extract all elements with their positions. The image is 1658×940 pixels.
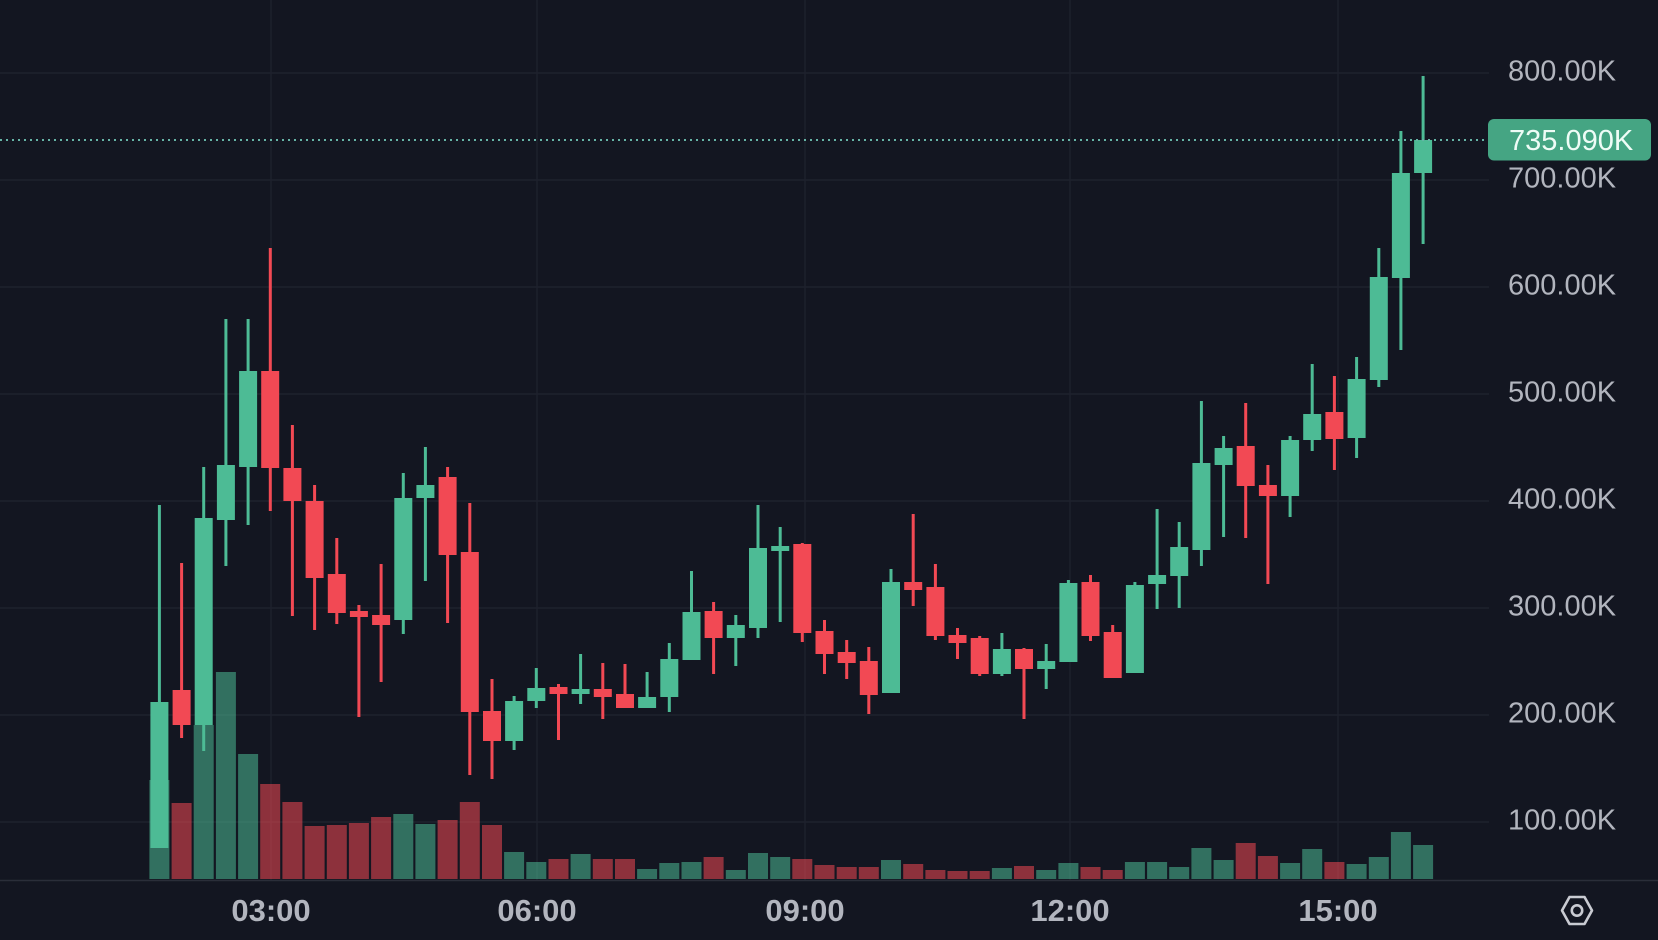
svg-text:300.00K: 300.00K <box>1508 591 1617 623</box>
svg-text:600.00K: 600.00K <box>1508 270 1617 302</box>
svg-text:735.090K: 735.090K <box>1509 125 1634 157</box>
svg-text:09:00: 09:00 <box>765 893 844 928</box>
svg-text:100.00K: 100.00K <box>1508 805 1617 837</box>
svg-text:700.00K: 700.00K <box>1508 163 1617 195</box>
svg-text:500.00K: 500.00K <box>1508 377 1617 409</box>
svg-text:12:00: 12:00 <box>1030 893 1109 928</box>
svg-text:06:00: 06:00 <box>497 893 576 928</box>
svg-text:03:00: 03:00 <box>231 893 310 928</box>
svg-text:400.00K: 400.00K <box>1508 484 1617 516</box>
svg-text:15:00: 15:00 <box>1298 893 1377 928</box>
svg-text:800.00K: 800.00K <box>1508 56 1617 88</box>
svg-text:200.00K: 200.00K <box>1508 698 1617 730</box>
